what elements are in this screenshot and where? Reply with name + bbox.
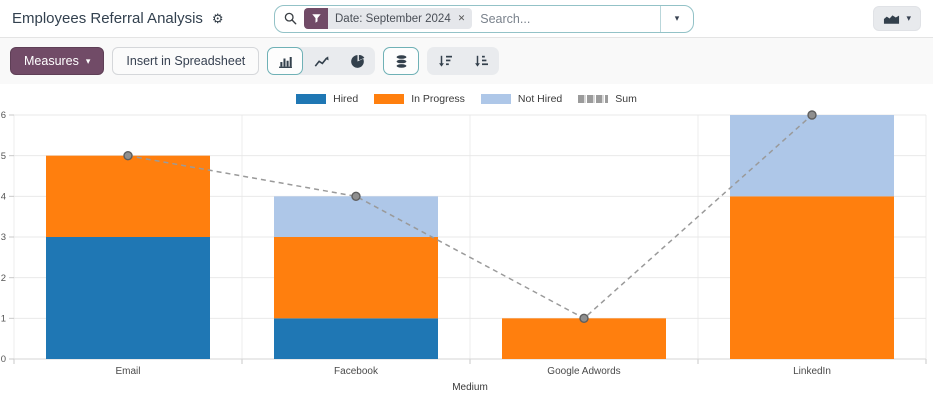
sort-descending-button[interactable] bbox=[427, 47, 463, 75]
insert-label: Insert in Spreadsheet bbox=[126, 54, 246, 68]
x-axis-labels: Email Facebook Google Adwords LinkedIn Mediu… bbox=[115, 366, 830, 393]
svg-text:LinkedIn: LinkedIn bbox=[793, 366, 831, 377]
bar-segment-in-progress[interactable] bbox=[502, 318, 666, 359]
svg-text:4: 4 bbox=[1, 192, 6, 203]
sort-group bbox=[427, 47, 500, 75]
chart-area: Hired In Progress Not Hired Sum 0 1 2 3 4 5 6 Emai… bbox=[0, 84, 933, 408]
chevron-down-icon: ▾ bbox=[85, 55, 91, 66]
breadcrumb: Employees Referral Analysis ⚙ bbox=[12, 10, 274, 27]
bar-segment-in-progress[interactable] bbox=[730, 196, 894, 359]
svg-text:Medium: Medium bbox=[452, 382, 488, 393]
search-dropdown-toggle[interactable]: ▾ bbox=[660, 5, 693, 32]
legend-item-sum[interactable]: Sum bbox=[578, 93, 637, 105]
legend-label: Sum bbox=[615, 93, 637, 105]
legend-swatch bbox=[296, 94, 327, 104]
legend-item-in-progress[interactable]: In Progress bbox=[374, 93, 465, 105]
sum-point[interactable] bbox=[351, 191, 361, 202]
legend-label: Not Hired bbox=[517, 93, 563, 105]
measures-button[interactable]: Measures ▾ bbox=[10, 47, 105, 75]
svg-text:Email: Email bbox=[115, 366, 140, 377]
svg-text:3: 3 bbox=[1, 232, 6, 243]
svg-text:Facebook: Facebook bbox=[334, 366, 379, 377]
insert-in-spreadsheet-button[interactable]: Insert in Spreadsheet bbox=[112, 47, 260, 75]
stacked-toggle-group bbox=[383, 47, 420, 75]
svg-text:6: 6 bbox=[1, 110, 6, 121]
bar-chart-button[interactable] bbox=[267, 47, 304, 75]
stacked-bars[interactable] bbox=[46, 115, 894, 359]
pie-chart-icon bbox=[350, 54, 365, 68]
referral-analysis-chart[interactable]: 0 1 2 3 4 5 6 Email Facebook Google Adwords Linked… bbox=[0, 107, 933, 403]
svg-text:Google Adwords: Google Adwords bbox=[547, 366, 620, 377]
filter-icon bbox=[304, 8, 328, 29]
search-facet: Date: September 2024 ✕ bbox=[304, 8, 473, 29]
gear-icon[interactable]: ⚙ bbox=[211, 11, 224, 26]
chart-legend: Hired In Progress Not Hired Sum bbox=[0, 91, 933, 107]
remove-filter-icon[interactable]: ✕ bbox=[457, 13, 466, 23]
graph-toolbar: Measures ▾ Insert in Spreadsheet bbox=[0, 38, 933, 84]
chevron-down-icon: ▾ bbox=[674, 13, 680, 23]
chart-type-group bbox=[267, 47, 376, 75]
legend-swatch bbox=[578, 95, 609, 103]
stacked-toggle-button[interactable] bbox=[383, 47, 420, 75]
bar-segment-hired[interactable] bbox=[46, 237, 210, 359]
bar-segment-in-progress[interactable] bbox=[274, 237, 438, 319]
bar-segment-hired[interactable] bbox=[274, 318, 438, 359]
legend-swatch bbox=[480, 94, 511, 104]
chart-view-switcher-button[interactable]: ▾ bbox=[873, 6, 921, 31]
bar-segment-not-hired[interactable] bbox=[730, 115, 894, 197]
page-title: Employees Referral Analysis bbox=[12, 10, 203, 27]
sort-descending-icon bbox=[439, 55, 453, 67]
svg-text:1: 1 bbox=[1, 314, 6, 325]
sum-line[interactable] bbox=[123, 110, 817, 324]
sum-point[interactable] bbox=[807, 110, 817, 120]
pie-chart-button[interactable] bbox=[339, 47, 375, 75]
measures-label: Measures bbox=[24, 54, 79, 68]
control-panel-header: Employees Referral Analysis ⚙ Date: Sept… bbox=[0, 0, 933, 38]
bar-segment-in-progress[interactable] bbox=[46, 155, 210, 237]
search-input[interactable] bbox=[472, 5, 660, 32]
line-chart-icon bbox=[314, 55, 329, 67]
legend-swatch bbox=[374, 94, 405, 104]
bar-segment-not-hired[interactable] bbox=[274, 196, 438, 237]
legend-item-not-hired[interactable]: Not Hired bbox=[480, 93, 563, 105]
bar-chart-icon bbox=[278, 56, 292, 68]
svg-text:0: 0 bbox=[1, 354, 6, 365]
stacked-database-icon bbox=[395, 53, 408, 69]
sort-ascending-button[interactable] bbox=[463, 47, 499, 75]
sum-point[interactable] bbox=[123, 150, 133, 161]
sort-ascending-icon bbox=[475, 55, 489, 67]
line-chart-button[interactable] bbox=[303, 47, 339, 75]
filter-facet-label: Date: September 2024 bbox=[335, 12, 451, 25]
svg-text:2: 2 bbox=[1, 273, 6, 284]
area-chart-icon bbox=[884, 15, 900, 24]
svg-text:5: 5 bbox=[1, 151, 6, 162]
legend-label: In Progress bbox=[411, 93, 465, 105]
search-icon bbox=[284, 12, 297, 25]
sum-point[interactable] bbox=[579, 313, 589, 324]
chevron-down-icon: ▾ bbox=[906, 13, 911, 23]
legend-item-hired[interactable]: Hired bbox=[296, 93, 358, 105]
legend-label: Hired bbox=[333, 93, 359, 105]
search-bar[interactable]: Date: September 2024 ✕ ▾ bbox=[274, 4, 694, 33]
